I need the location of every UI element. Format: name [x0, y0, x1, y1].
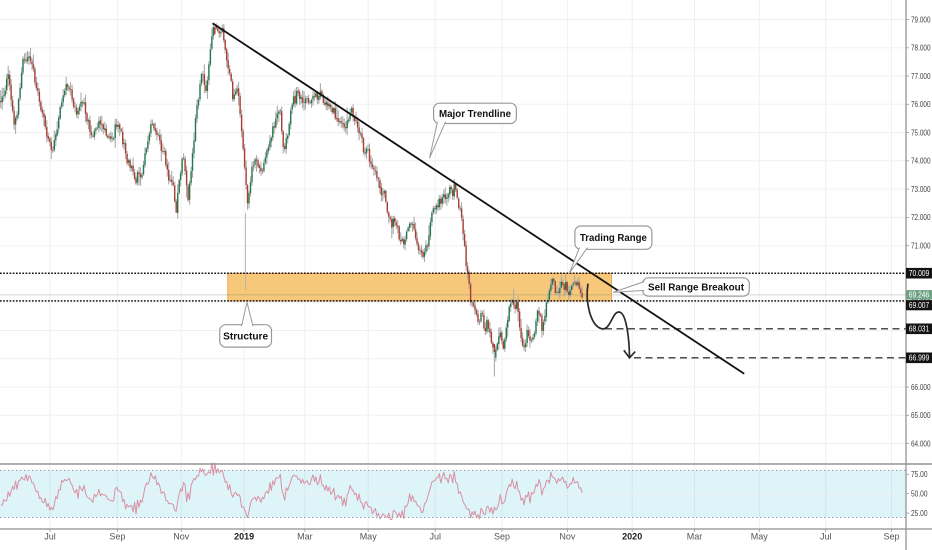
svg-text:72.000: 72.000 — [911, 213, 931, 222]
svg-text:Mar: Mar — [687, 532, 703, 542]
svg-text:70.009: 70.009 — [909, 269, 930, 278]
svg-text:Sep: Sep — [883, 532, 899, 542]
svg-text:68.031: 68.031 — [909, 325, 930, 334]
svg-text:77.000: 77.000 — [911, 72, 931, 81]
svg-text:Mar: Mar — [297, 532, 313, 542]
svg-text:Nov: Nov — [173, 532, 190, 542]
svg-text:Sep: Sep — [109, 532, 125, 542]
svg-text:75.00: 75.00 — [911, 470, 928, 479]
svg-text:76.000: 76.000 — [911, 100, 931, 109]
svg-text:Jul: Jul — [429, 532, 441, 542]
svg-text:71.000: 71.000 — [911, 242, 931, 251]
svg-text:75.000: 75.000 — [911, 128, 931, 137]
svg-text:Major Trendline: Major Trendline — [439, 108, 511, 120]
svg-text:78.000: 78.000 — [911, 44, 931, 53]
svg-text:Trading Range: Trading Range — [580, 232, 647, 244]
svg-text:74.000: 74.000 — [911, 157, 931, 166]
svg-text:79.000: 79.000 — [911, 15, 931, 24]
svg-text:Sell Range Breakout: Sell Range Breakout — [648, 282, 744, 294]
svg-text:73.000: 73.000 — [911, 185, 931, 194]
svg-text:69.246: 69.246 — [909, 291, 930, 300]
svg-text:66.000: 66.000 — [911, 383, 931, 392]
svg-text:May: May — [360, 532, 378, 542]
svg-text:Nov: Nov — [559, 532, 576, 542]
svg-text:Sep: Sep — [494, 532, 510, 542]
svg-text:66.999: 66.999 — [909, 354, 930, 363]
svg-text:Structure: Structure — [223, 331, 268, 343]
svg-text:64.000: 64.000 — [911, 439, 931, 448]
svg-text:2019: 2019 — [234, 532, 254, 542]
svg-text:Jul: Jul — [44, 532, 56, 542]
svg-text:65.000: 65.000 — [911, 411, 931, 420]
svg-text:50.00: 50.00 — [911, 489, 928, 498]
svg-text:2020: 2020 — [622, 532, 642, 542]
svg-text:Jul: Jul — [820, 532, 832, 542]
svg-text:69.007: 69.007 — [909, 301, 930, 310]
svg-text:May: May — [751, 532, 769, 542]
svg-text:25.00: 25.00 — [911, 509, 928, 518]
